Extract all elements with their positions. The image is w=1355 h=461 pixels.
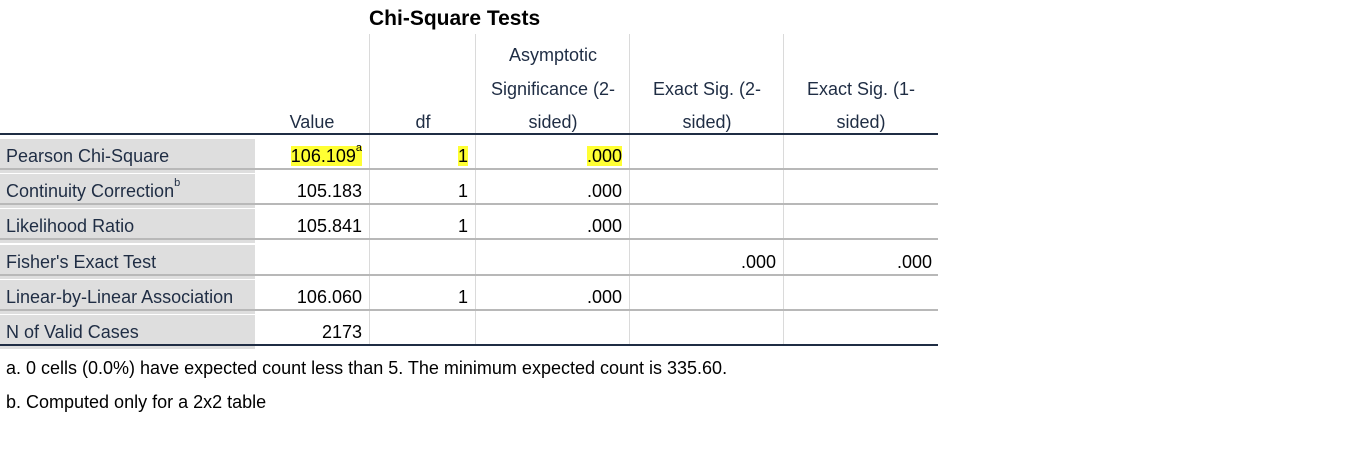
row-separator xyxy=(0,274,938,276)
row-label-text: Fisher's Exact Test xyxy=(6,252,157,272)
table-bottom-border xyxy=(0,344,938,346)
table-cell-df: 1 xyxy=(457,287,468,307)
column-header-exact1-line2: sided) xyxy=(836,112,886,132)
row-separator xyxy=(0,168,938,170)
column-header-exact2-line2: sided) xyxy=(682,112,732,132)
column-header-exact1-line1: Exact Sig. (1- xyxy=(806,79,916,99)
table-cell-exact-2-sided: .000 xyxy=(740,252,776,272)
table-cell-asymptotic: .000 xyxy=(586,139,622,173)
header-separator xyxy=(0,133,938,135)
table-cell-asymptotic: .000 xyxy=(586,181,622,201)
highlighted-value: 106.109a xyxy=(290,142,362,166)
highlighted-df: 1 xyxy=(457,146,468,166)
row-label-n-valid-cases: N of Valid Cases xyxy=(0,315,255,349)
table-cell-df: 1 xyxy=(457,181,468,201)
table-cell-value: 106.109a xyxy=(290,139,362,173)
row-separator xyxy=(0,309,938,311)
row-separator xyxy=(0,203,938,205)
footnote-a: a. 0 cells (0.0%) have expected count le… xyxy=(6,358,728,378)
row-separator xyxy=(0,238,938,240)
row-label-linear-by-linear: Linear-by-Linear Association xyxy=(0,280,255,314)
footnote-marker: b xyxy=(174,177,181,189)
row-label-likelihood-ratio: Likelihood Ratio xyxy=(0,209,255,243)
table-cell-value: 105.183 xyxy=(296,181,362,201)
table-cell-df: 1 xyxy=(457,139,468,173)
column-header-exact-sig-2-sided: Exact Sig. (2- sided) xyxy=(630,34,784,134)
cell-text: 106.109 xyxy=(290,146,356,166)
column-header-asymptotic-line3: sided) xyxy=(528,112,578,132)
highlighted-asymptotic: .000 xyxy=(586,146,622,166)
column-header-asymptotic-line2: Significance (2- xyxy=(490,79,616,99)
grid-divider xyxy=(629,34,630,345)
column-header-exact2-line1: Exact Sig. (2- xyxy=(652,79,762,99)
row-label-continuity-correction: Continuity Correctionb xyxy=(0,174,255,208)
column-header-value-text: Value xyxy=(289,112,335,132)
row-label-text: Continuity Correction xyxy=(6,181,175,201)
table-cell-exact-1-sided: .000 xyxy=(896,252,932,272)
column-header-asymptotic-line1: Asymptotic xyxy=(508,45,598,65)
column-header-exact-sig-1-sided: Exact Sig. (1- sided) xyxy=(784,34,938,134)
grid-divider xyxy=(475,34,476,345)
table-title: Chi-Square Tests xyxy=(369,7,541,30)
column-header-df: df xyxy=(370,34,476,134)
table-cell-value: 105.841 xyxy=(296,216,362,236)
row-label-text: Pearson Chi-Square xyxy=(6,146,170,166)
column-header-value: Value xyxy=(255,34,369,134)
table-cell-value: 106.060 xyxy=(296,287,362,307)
column-header-df-text: df xyxy=(415,112,431,132)
table-header: Value df Asymptotic Significance (2- sid… xyxy=(0,34,940,134)
table-cell-asymptotic: .000 xyxy=(586,216,622,236)
grid-divider xyxy=(783,34,784,345)
row-label-text: Linear-by-Linear Association xyxy=(6,287,234,307)
row-label-text: N of Valid Cases xyxy=(6,322,139,342)
row-label-fishers-exact-test: Fisher's Exact Test xyxy=(0,245,255,279)
table-cell-value: 2173 xyxy=(321,322,362,342)
footnote-marker: a xyxy=(355,142,362,154)
row-label-text: Likelihood Ratio xyxy=(6,216,135,236)
footnote-b: b. Computed only for a 2x2 table xyxy=(6,392,267,412)
column-header-asymptotic-significance: Asymptotic Significance (2- sided) xyxy=(476,34,630,134)
row-label-pearson-chi-square: Pearson Chi-Square xyxy=(0,139,255,173)
table-cell-asymptotic: .000 xyxy=(586,287,622,307)
grid-divider xyxy=(369,34,370,345)
table-cell-df: 1 xyxy=(457,216,468,236)
